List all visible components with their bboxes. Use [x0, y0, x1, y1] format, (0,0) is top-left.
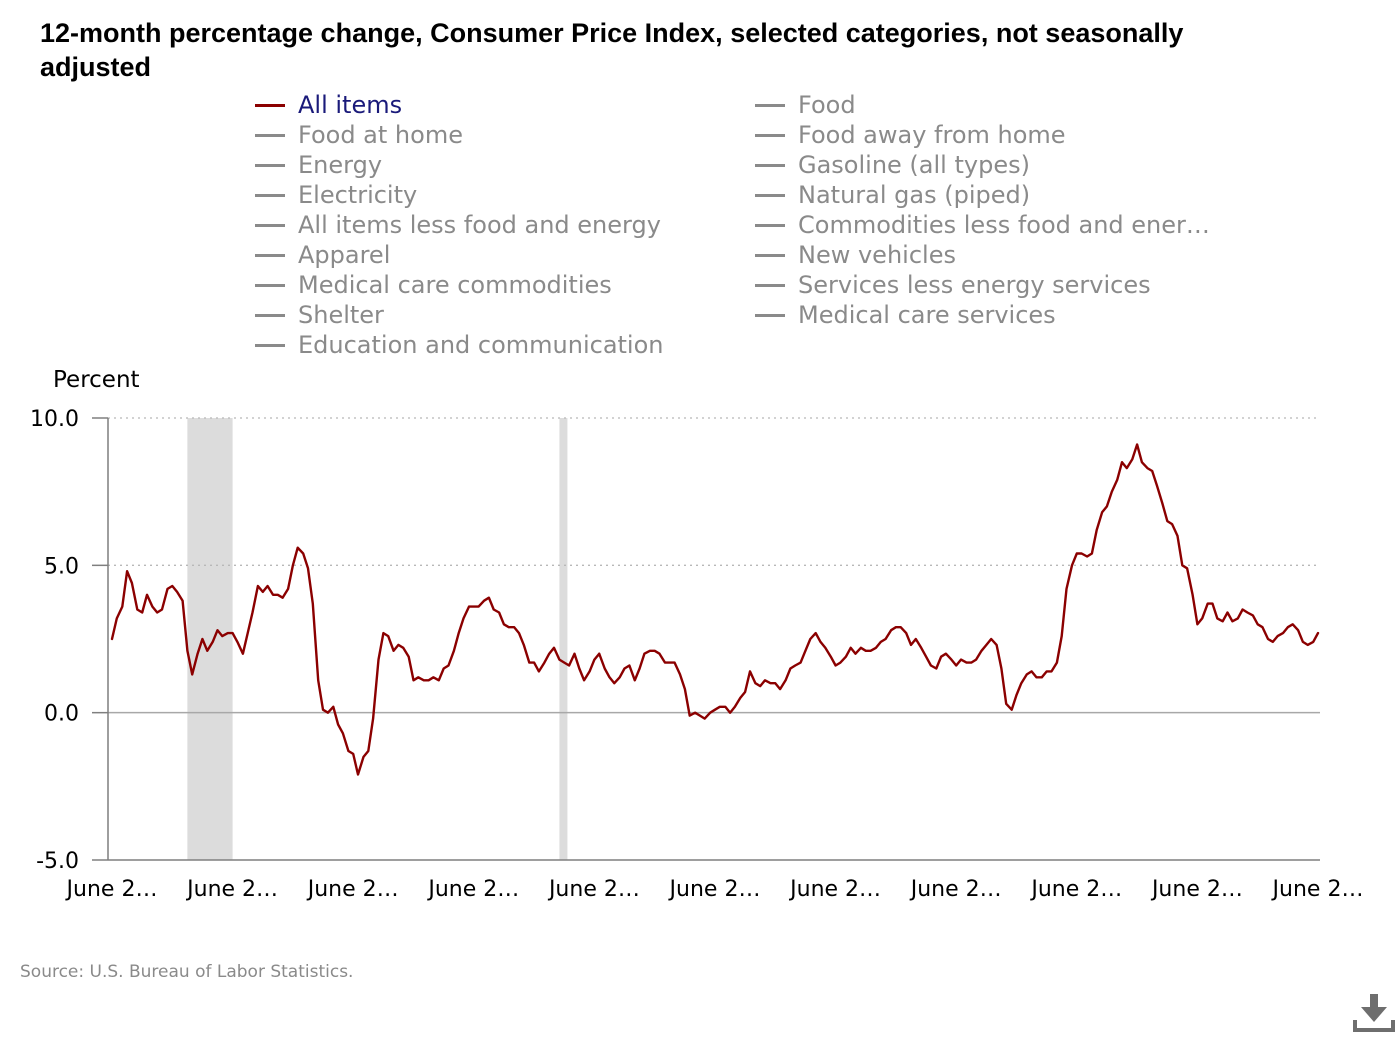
legend-swatch: [255, 223, 285, 227]
x-tick-label: June 2…: [547, 877, 640, 902]
y-tick-label: 0.0: [44, 702, 79, 727]
legend-item-food[interactable]: Food: [755, 90, 1210, 120]
legend-label: Food at home: [298, 121, 463, 149]
legend-label: Apparel: [298, 241, 391, 269]
gridlines: [92, 417, 1320, 861]
legend-label: Services less energy services: [798, 271, 1151, 299]
legend-item-core[interactable]: All items less food and energy: [255, 210, 664, 240]
x-tick-label: June 2…: [788, 877, 881, 902]
legend-swatch: [755, 103, 785, 107]
axes: [107, 418, 1320, 861]
recession-band: [187, 418, 233, 860]
legend-item-new-vehicles[interactable]: New vehicles: [755, 240, 1210, 270]
legend-swatch: [755, 283, 785, 287]
legend-label: Shelter: [298, 301, 384, 329]
legend-item-natural-gas[interactable]: Natural gas (piped): [755, 180, 1210, 210]
legend-item-food-at-home[interactable]: Food at home: [255, 120, 664, 150]
legend-swatch: [755, 133, 785, 137]
legend-swatch: [255, 163, 285, 167]
legend-swatch: [255, 283, 285, 287]
legend-item-medical-care-services[interactable]: Medical care services: [755, 300, 1210, 330]
legend-label: Medical care commodities: [298, 271, 612, 299]
legend-column-2: Food Food away from home Gasoline (all t…: [755, 90, 1210, 330]
x-tick-labels: June 2… June 2… June 2… June 2… June 2… June …: [65, 877, 1364, 902]
legend-swatch: [755, 193, 785, 197]
chart-title: 12-month percentage change, Consumer Pri…: [40, 18, 1184, 82]
legend-label: All items: [298, 91, 403, 119]
legend-item-medical-care-commodities[interactable]: Medical care commodities: [255, 270, 664, 300]
legend-item-all-items[interactable]: All items: [255, 90, 664, 120]
x-tick-label: June 2…: [1150, 877, 1243, 902]
x-tick-label: June 2…: [909, 877, 1002, 902]
legend-swatch: [255, 193, 285, 197]
legend-swatch: [255, 103, 285, 107]
recession-band: [559, 418, 568, 860]
line-chart: Percent 10.05.00.0-5.0 June 2… June 2… Jun…: [30, 367, 1364, 902]
legend-label: Gasoline (all types): [798, 151, 1030, 179]
y-tick-label: -5.0: [36, 849, 79, 874]
series-line-all-items[interactable]: [110, 443, 1320, 776]
legend-label: Electricity: [298, 181, 418, 209]
legend-item-shelter[interactable]: Shelter: [255, 300, 664, 330]
legend-swatch: [755, 313, 785, 317]
legend-item-services-less-energy[interactable]: Services less energy services: [755, 270, 1210, 300]
legend-swatch: [755, 163, 785, 167]
legend-item-food-away-from-home[interactable]: Food away from home: [755, 120, 1210, 150]
legend-label: All items less food and energy: [298, 211, 661, 239]
legend-column-1: All items Food at home Energy Electricit…: [255, 90, 664, 360]
legend-label: Medical care services: [798, 301, 1056, 329]
x-tick-label: June 2…: [185, 877, 278, 902]
legend-swatch: [755, 223, 785, 227]
x-tick-label: June 2…: [1029, 877, 1122, 902]
y-axis-label: Percent: [53, 367, 140, 393]
legend-label: Energy: [298, 151, 383, 179]
legend-item-commodities-less-food-energy[interactable]: Commodities less food and ener…: [755, 210, 1210, 240]
legend-item-gasoline[interactable]: Gasoline (all types): [755, 150, 1210, 180]
recession-bands: [187, 418, 568, 860]
legend-swatch: [755, 253, 785, 257]
legend-label: Food away from home: [798, 121, 1066, 149]
legend-label: New vehicles: [798, 241, 956, 269]
legend-label: Education and communication: [298, 331, 664, 359]
legend-item-education-communication[interactable]: Education and communication: [255, 330, 664, 360]
legend-label: Natural gas (piped): [798, 181, 1031, 209]
y-tick-labels: 10.0 5.0 0.0 -5.0: [30, 407, 79, 874]
legend-item-energy[interactable]: Energy: [255, 150, 664, 180]
series-layer: [110, 443, 1320, 776]
source-note: Source: U.S. Bureau of Labor Statistics.: [20, 962, 354, 982]
legend-label: Food: [798, 91, 856, 119]
x-tick-label: June 2…: [426, 877, 519, 902]
legend-item-electricity[interactable]: Electricity: [255, 180, 664, 210]
x-tick-label: June 2…: [1271, 877, 1364, 902]
legend-swatch: [255, 343, 285, 347]
y-tick-label: 5.0: [44, 554, 79, 579]
x-tick-label: June 2…: [306, 877, 399, 902]
legend-swatch: [255, 253, 285, 257]
legend-item-apparel[interactable]: Apparel: [255, 240, 664, 270]
x-tick-label: June 2…: [668, 877, 761, 902]
legend-swatch: [255, 133, 285, 137]
x-tick-label: June 2…: [65, 877, 158, 902]
legend-swatch: [255, 313, 285, 317]
legend-label: Commodities less food and ener…: [798, 211, 1210, 239]
download-icon[interactable]: [1352, 990, 1396, 1034]
y-tick-label: 10.0: [30, 407, 79, 432]
